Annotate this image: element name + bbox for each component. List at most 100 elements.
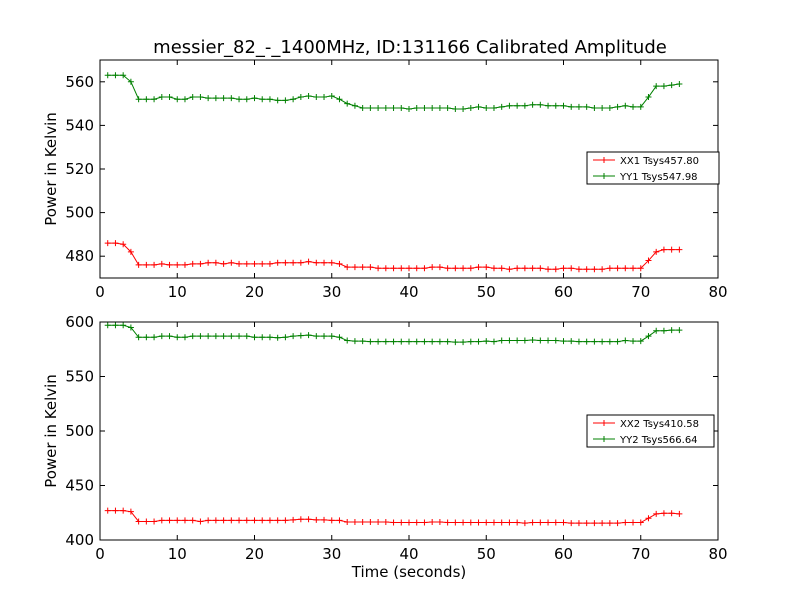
- chart-1-series-1-point: [282, 334, 289, 341]
- chart-0-series-1-point: [174, 96, 181, 103]
- chart-0-series-1-point: [243, 96, 250, 103]
- chart-0-series-0-point: [197, 260, 204, 267]
- chart-0-series-1-point: [228, 95, 235, 102]
- chart-0-series-0-point: [521, 265, 528, 272]
- chart-0-series-1-point: [660, 83, 667, 90]
- chart-0-series-1-point: [143, 96, 150, 103]
- chart-0-xtick-label: 0: [95, 283, 105, 301]
- chart-1-series-0-point: [328, 517, 335, 524]
- chart-1-series-0-point: [166, 517, 173, 524]
- chart-0-series-1-point: [506, 102, 513, 109]
- chart-0-series-0-point: [236, 260, 243, 267]
- chart-1-series-1-point: [290, 333, 297, 340]
- chart-0-series-0-point: [498, 265, 505, 272]
- chart-0-series-0-point: [375, 265, 382, 272]
- chart-1-series-1-point: [614, 338, 621, 345]
- chart-0-series-1-point: [236, 96, 243, 103]
- chart-1-series-1-point: [336, 334, 343, 341]
- chart-1-series-0-point: [212, 517, 219, 524]
- chart-1-series-0-point: [560, 519, 567, 526]
- chart-0-ytick-label: 500: [65, 204, 94, 222]
- chart-0-series-1-point: [127, 78, 134, 85]
- chart-1-frame: [99, 321, 719, 541]
- chart-1-series-1-point: [205, 333, 212, 340]
- chart-1-series-1-point: [668, 327, 675, 334]
- chart-0-series-0-point: [351, 264, 358, 271]
- chart-1-series-1-point: [467, 338, 474, 345]
- chart-1-series-0-point: [398, 519, 405, 526]
- chart-1-series-1-point: [514, 337, 521, 344]
- chart-1-series-0-point: [490, 519, 497, 526]
- chart-1-ylabel: Power in Kelvin: [42, 374, 60, 488]
- chart-1-series-1-point: [158, 333, 165, 340]
- chart-0-series-1: [104, 72, 683, 113]
- chart-1-series-1-point: [436, 338, 443, 345]
- chart-1-series-1-point: [575, 338, 582, 345]
- chart-0-legend-label: XX1 Tsys457.80: [620, 156, 699, 167]
- chart-1-series-1-point: [390, 338, 397, 345]
- chart-0-series-1-point: [645, 94, 652, 101]
- chart-0-series-0-point: [668, 246, 675, 253]
- chart-1-series-1-point: [344, 337, 351, 344]
- chart-0-series-1-point: [406, 106, 412, 113]
- chart-0-series-1-point: [313, 94, 320, 101]
- figure-title: messier_82_-_1400MHz, ID:131166 Calibrat…: [153, 37, 667, 58]
- chart-0-series-1-point: [537, 101, 544, 108]
- chart-0-series-1-point: [483, 104, 490, 111]
- chart-1-series-0-point: [506, 519, 513, 526]
- chart-1-series-0-point: [305, 516, 312, 523]
- chart-0-xtick-label: 50: [477, 283, 496, 301]
- chart-1-series-0-point: [676, 510, 683, 517]
- chart-0-xtick-label: 80: [708, 283, 727, 301]
- chart-1-series-0-point: [290, 516, 297, 523]
- chart-0-series-1-point: [120, 72, 127, 79]
- top-subplot: 0 10 20 30 40 50 60 70 80 480 500 520 540 560 Power in…: [42, 59, 728, 301]
- chart-1-ytick-label: 400: [65, 531, 94, 549]
- chart-1-series-1-point: [251, 334, 258, 341]
- chart-0-series-0-point: [135, 261, 142, 268]
- chart-1-series-1-point: [166, 333, 173, 340]
- chart-0-series-0-point: [151, 261, 158, 268]
- chart-1-xlabel: Time (seconds): [351, 563, 467, 581]
- chart-0-series-0-point: [614, 265, 621, 272]
- chart-1-series-1-point: [112, 322, 119, 329]
- chart-1-series-0-point: [568, 520, 575, 527]
- chart-0-ytick-label: 560: [65, 73, 94, 91]
- chart-0-series-1-point: [181, 96, 188, 103]
- chart-0-series-1-point: [552, 102, 559, 109]
- chart-0-series-1-point: [212, 95, 219, 102]
- chart-1-series-0-point: [583, 520, 590, 527]
- chart-0-series-0-point: [622, 265, 629, 272]
- chart-0-series-0-point: [174, 261, 181, 268]
- chart-1-series-1-point: [506, 337, 513, 344]
- chart-0-series-0-point: [290, 259, 297, 266]
- chart-0-series-0-point: [575, 266, 582, 273]
- chart-0-series-0-point: [568, 265, 575, 272]
- chart-1-series-0-point: [475, 519, 482, 526]
- chart-0-series-1-point: [290, 96, 297, 103]
- chart-0-series-0-point: [328, 259, 335, 266]
- chart-0-series-0-point: [181, 261, 188, 268]
- chart-1-series-0-point: [622, 519, 629, 526]
- chart-1-series-0-point: [181, 517, 188, 524]
- chart-0-series-0-point: [127, 248, 134, 255]
- chart-1-series-1-point: [398, 338, 405, 345]
- chart-1-series-1-point: [452, 339, 459, 346]
- chart-1-series-1-point: [490, 338, 497, 345]
- chart-1-series-0-point: [351, 519, 358, 526]
- chart-1-series-1-point: [545, 337, 552, 344]
- chart-1-series-0-point: [282, 517, 289, 524]
- chart-0-series-1-point: [444, 104, 451, 111]
- chart-0-series-0-point: [545, 266, 552, 273]
- chart-1-series-1-point: [622, 337, 629, 344]
- chart-0-series-1-point: [166, 94, 173, 101]
- chart-1-series-1-point: [151, 334, 158, 341]
- chart-1-series-1-point: [591, 338, 598, 345]
- chart-0-legend-marker: [601, 173, 607, 179]
- chart-1-series-0-point: [406, 519, 412, 526]
- chart-0-series-1-point: [583, 103, 590, 110]
- chart-1-series-0-point: [236, 517, 243, 524]
- chart-1-series-0-point: [599, 520, 606, 527]
- chart-0-series-0-point: [104, 240, 111, 247]
- chart-1-series-1-point: [375, 338, 382, 345]
